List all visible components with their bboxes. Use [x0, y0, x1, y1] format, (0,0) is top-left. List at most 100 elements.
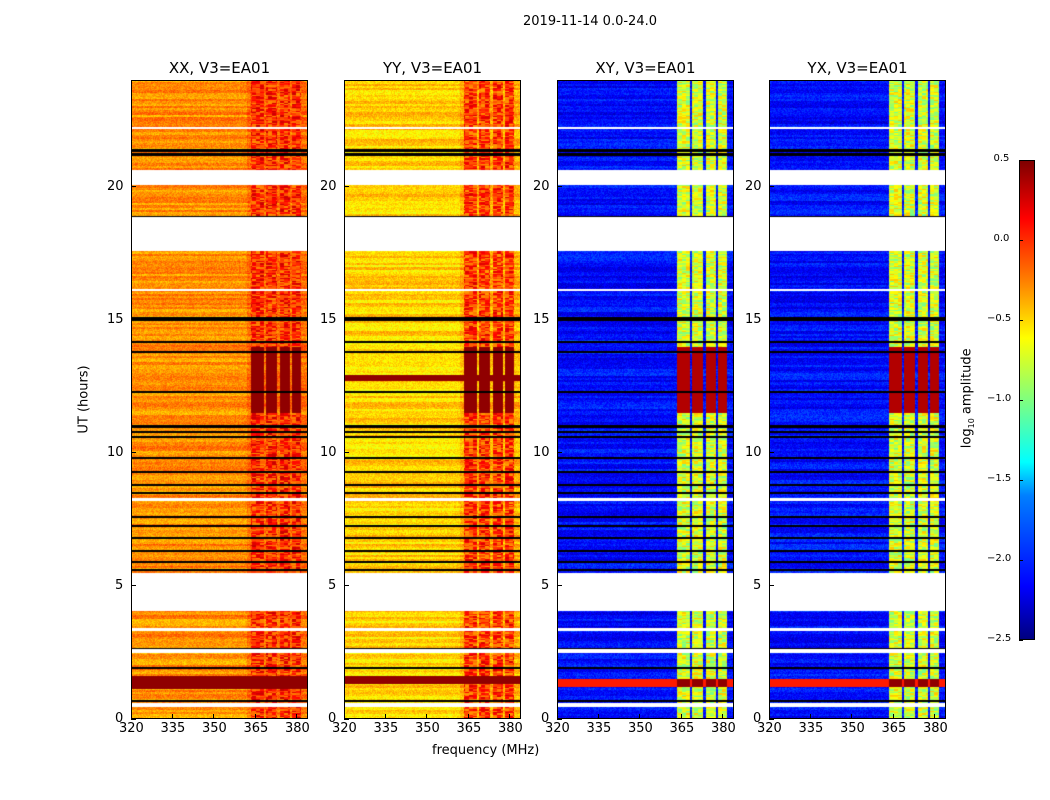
x-tick — [426, 714, 428, 719]
y-tick-label: 0 — [541, 711, 550, 726]
y-tick-label: 5 — [753, 577, 762, 593]
y-tick — [131, 319, 136, 321]
colorbar-tick — [1019, 480, 1023, 481]
colorbar-tick-label: −0.5 — [987, 313, 1012, 324]
x-tick-label: 320 — [757, 721, 782, 736]
x-tick — [597, 714, 599, 719]
y-tick — [557, 186, 562, 187]
panel-title: YY, V3=EA01 — [382, 59, 483, 77]
colorbar-tick — [1019, 400, 1023, 401]
x-tick-label: 320 — [545, 721, 570, 736]
x-tick — [296, 714, 298, 719]
x-tick — [768, 714, 770, 719]
y-tick-label: 10 — [107, 444, 124, 460]
colorbar-tick-label: −1.5 — [987, 473, 1012, 484]
y-tick — [131, 585, 136, 587]
x-tick-label: 335 — [373, 721, 399, 736]
y-tick-label: 10 — [533, 444, 550, 460]
y-tick — [131, 718, 136, 720]
y-tick-label: 15 — [107, 311, 124, 327]
heatmap-image — [132, 81, 307, 718]
x-tick — [892, 714, 894, 719]
y-tick — [344, 585, 349, 587]
panel-title: XY, V3=EA01 — [595, 59, 696, 77]
x-tick — [130, 714, 132, 719]
y-tick-label: 5 — [541, 577, 550, 593]
x-tick — [467, 714, 469, 719]
colorbar-tick — [1019, 560, 1023, 561]
y-tick — [769, 718, 774, 720]
y-tick-label: 15 — [745, 311, 762, 327]
x-tick — [509, 714, 511, 719]
y-axis-label: UT (hours) — [76, 365, 92, 434]
x-tick-label: 335 — [586, 721, 612, 736]
y-tick — [344, 452, 349, 454]
colorbar-tick — [1019, 160, 1023, 161]
x-tick-label: 320 — [119, 721, 144, 736]
y-tick — [344, 319, 349, 321]
heatmap-image — [345, 81, 520, 718]
x-tick — [556, 714, 558, 719]
x-tick-label: 350 — [627, 721, 653, 736]
colorbar-tick — [1019, 320, 1023, 321]
x-tick-label: 335 — [798, 721, 824, 736]
y-tick — [769, 186, 774, 187]
figure-title: 2019-11-14 0.0-24.0 — [523, 14, 657, 29]
x-tick-label: 365 — [881, 721, 907, 736]
x-tick — [343, 714, 345, 719]
x-tick-label: 350 — [414, 721, 440, 736]
heatmap-panel — [769, 80, 946, 719]
y-tick-label: 5 — [115, 577, 124, 593]
y-tick — [131, 186, 136, 187]
colorbar-label-log: log — [959, 428, 975, 449]
x-tick — [171, 714, 173, 719]
colorbar-tick — [1019, 240, 1023, 241]
x-tick — [680, 714, 682, 719]
y-tick-label: 10 — [320, 444, 337, 460]
colorbar-tick-label: −2.0 — [987, 553, 1012, 564]
y-tick-label: 15 — [320, 311, 337, 327]
y-tick-label: 15 — [533, 311, 550, 327]
colorbar-tick-label: 0.0 — [993, 233, 1010, 244]
heatmap-image — [770, 81, 945, 718]
y-tick — [557, 319, 562, 321]
y-tick-label: 20 — [320, 178, 337, 194]
x-tick — [254, 714, 256, 719]
y-tick-label: 0 — [115, 711, 124, 726]
colorbar-tick — [1019, 640, 1023, 641]
heatmap-image — [558, 81, 733, 718]
y-tick — [769, 452, 774, 454]
x-tick-label: 365 — [456, 721, 482, 736]
colorbar-tick-label: 0.5 — [993, 153, 1010, 164]
y-tick — [557, 718, 562, 720]
x-axis-label: frequency (MHz) — [432, 743, 540, 758]
x-tick — [722, 714, 724, 719]
y-tick-label: 20 — [533, 178, 550, 194]
x-tick-label: 380 — [710, 721, 736, 736]
x-tick — [934, 714, 936, 719]
panel-title: YX, V3=EA01 — [807, 59, 908, 77]
y-tick-label: 0 — [328, 711, 337, 726]
x-tick-label: 380 — [922, 721, 948, 736]
x-tick-label: 365 — [243, 721, 269, 736]
x-tick-label: 350 — [839, 721, 865, 736]
heatmap-panel — [344, 80, 521, 719]
colorbar-label-sub: 10 — [967, 418, 977, 429]
y-tick-label: 20 — [107, 178, 124, 194]
heatmap-panel — [557, 80, 734, 719]
x-tick — [639, 714, 641, 719]
heatmap-panel — [131, 80, 308, 719]
y-tick — [769, 319, 774, 321]
colorbar-tick-label: −1.0 — [987, 393, 1012, 404]
y-tick — [557, 585, 562, 587]
colorbar-label-suffix: amplitude — [959, 348, 975, 419]
x-tick-label: 350 — [201, 721, 227, 736]
y-tick-label: 10 — [745, 444, 762, 460]
x-tick-label: 335 — [160, 721, 186, 736]
y-tick-label: 0 — [753, 711, 762, 726]
x-tick — [384, 714, 386, 719]
x-tick-label: 320 — [332, 721, 357, 736]
x-tick-label: 365 — [669, 721, 695, 736]
y-tick — [131, 452, 136, 454]
